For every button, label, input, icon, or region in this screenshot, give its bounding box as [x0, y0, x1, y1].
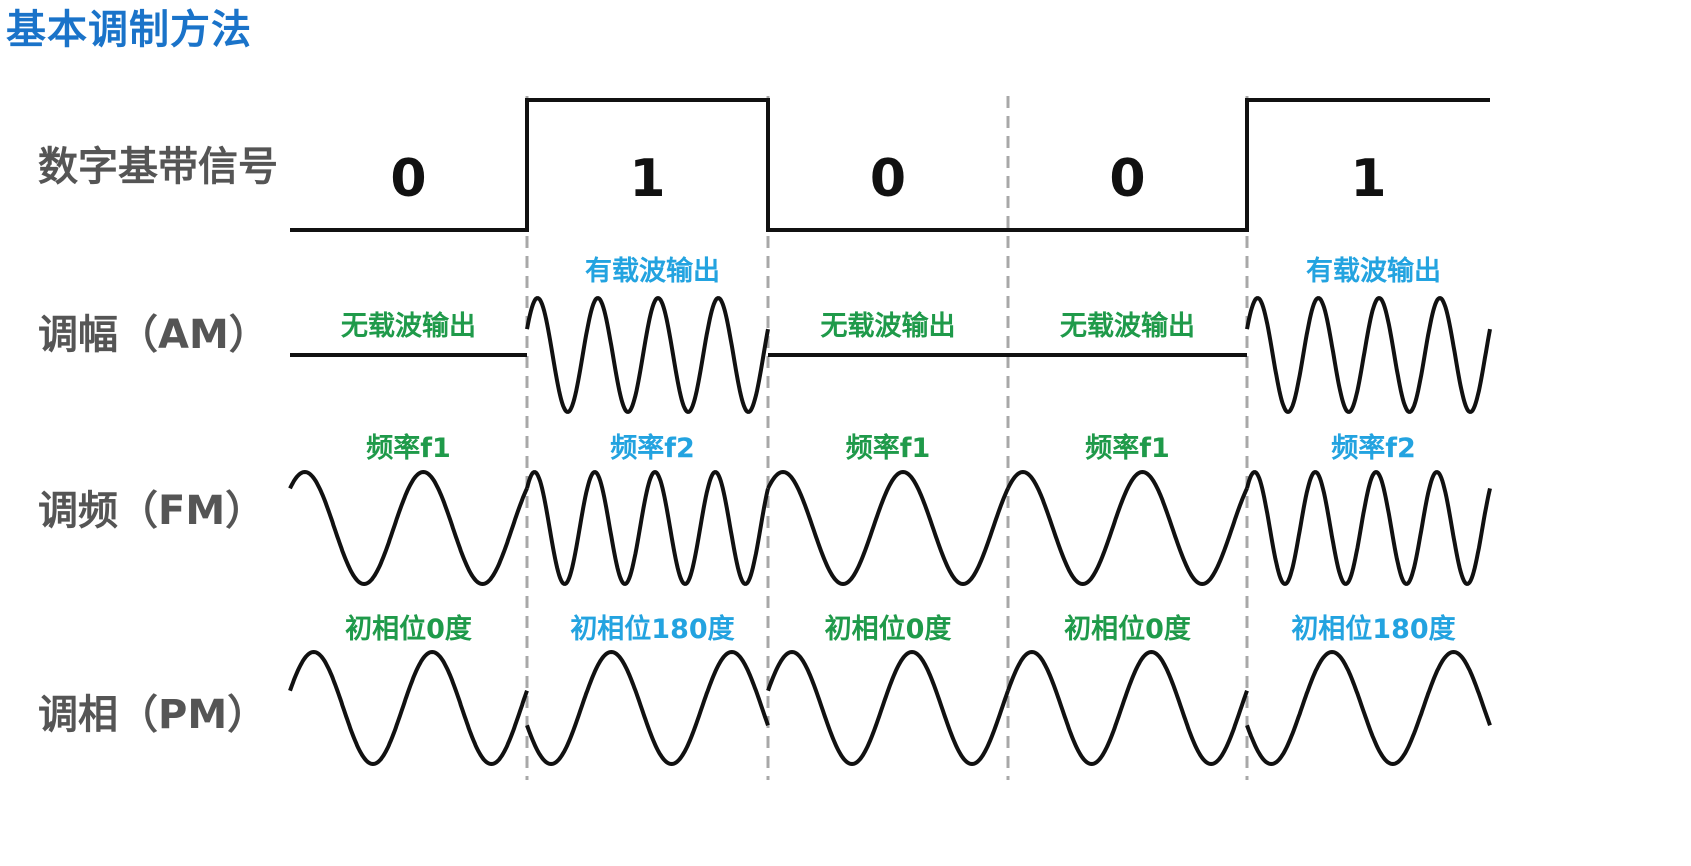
fm-label: 频率f1 — [1085, 432, 1170, 464]
am-label: 无载波输出 — [1060, 310, 1195, 342]
bit-labels: 0 1 0 0 1 — [390, 149, 1386, 209]
bit-label: 0 — [870, 149, 906, 209]
fm-segment — [288, 469, 529, 587]
bit-label: 1 — [1350, 149, 1386, 209]
row-label-baseband: 数字基带信号 — [38, 144, 278, 190]
pm-waveform — [288, 649, 1492, 767]
fm-label: 频率f1 — [846, 432, 931, 464]
am-segment — [525, 296, 770, 414]
bit-label: 1 — [629, 149, 665, 209]
am-label: 有载波输出 — [585, 255, 720, 287]
pm-segment — [288, 649, 529, 767]
row-label-pm: 调相（PM） — [38, 692, 268, 738]
baseband-signal — [290, 98, 1490, 232]
pm-label: 初相位0度 — [825, 613, 952, 645]
baseband-square-wave — [290, 98, 1490, 232]
fm-segment — [1006, 469, 1249, 587]
fm-label: 频率f1 — [366, 432, 451, 464]
am-segment — [1245, 296, 1492, 414]
pm-label: 初相位180度 — [570, 613, 734, 645]
bit-label: 0 — [1109, 149, 1145, 209]
am-label: 无载波输出 — [821, 310, 956, 342]
fm-segment — [766, 469, 1010, 587]
row-label-fm: 调频（FM） — [38, 488, 266, 534]
am-label: 有载波输出 — [1306, 255, 1441, 287]
fm-segment — [1245, 470, 1492, 586]
bit-dividers — [525, 96, 1249, 780]
am-waveform — [290, 296, 1492, 414]
pm-label: 初相位0度 — [345, 613, 472, 645]
fm-label: 频率f2 — [610, 432, 695, 464]
bit-label: 0 — [390, 149, 426, 209]
fm-segment — [525, 470, 770, 586]
fm-label: 频率f2 — [1331, 432, 1416, 464]
pm-segment — [525, 649, 770, 767]
row-label-am: 调幅（AM） — [38, 312, 269, 358]
pm-segment — [766, 649, 1010, 767]
pm-segment — [1006, 649, 1249, 767]
pm-label: 初相位0度 — [1064, 613, 1191, 645]
pm-segment — [1245, 649, 1492, 767]
pm-label: 初相位180度 — [1291, 613, 1455, 645]
fm-waveform — [288, 469, 1492, 587]
page-title: 基本调制方法 — [6, 7, 252, 53]
am-label: 无载波输出 — [341, 310, 476, 342]
